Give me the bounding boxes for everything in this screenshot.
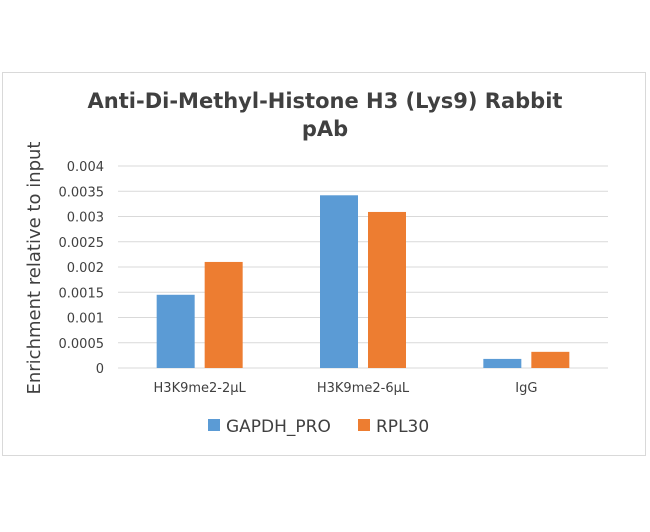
y-tick-label: 0 [96, 362, 104, 377]
bars [156, 195, 570, 368]
y-tick-label: 0.003 [67, 211, 104, 226]
x-tick-label: H3K9me2-6µL [317, 381, 410, 396]
y-tick-label: 0.004 [67, 160, 104, 175]
y-tick-labels: 0 0.0005 0.001 0.0015 0.002 0.0025 0.003 0.0035… [59, 160, 105, 377]
y-tick-label: 0.002 [67, 261, 104, 276]
x-tick-label: IgG [515, 381, 537, 396]
gridlines [118, 165, 608, 369]
legend-swatch [208, 419, 220, 431]
legend-label: GAPDH_PRO [226, 417, 331, 437]
chart-title-line-2: pAb [302, 117, 348, 141]
legend: GAPDH_PRO RPL30 [208, 417, 429, 437]
bar-rpl30-2 [368, 211, 406, 368]
y-tick-label: 0.001 [67, 312, 104, 327]
chart-title-line-1: Anti-Di-Methyl-Histone H3 (Lys9) Rabbit [88, 89, 563, 113]
x-tick-labels: H3K9me2-2µL H3K9me2-6µL IgG [154, 381, 538, 396]
bar-gapdh-pro-2 [320, 195, 358, 368]
y-tick-label: 0.0015 [59, 286, 105, 301]
x-tick-label: H3K9me2-2µL [154, 381, 247, 396]
bar-gapdh-pro-1 [156, 294, 195, 368]
legend-swatch [358, 419, 370, 431]
bar-rpl30-1 [204, 261, 243, 368]
y-tick-label: 0.0005 [59, 337, 105, 352]
legend-label: RPL30 [376, 417, 429, 437]
y-axis-label: Enrichment relative to input [24, 142, 45, 395]
y-tick-label: 0.0035 [59, 185, 105, 200]
y-tick-label: 0.0025 [59, 236, 105, 251]
bar-gapdh-pro-3 [483, 358, 522, 368]
bar-rpl30-3 [531, 351, 570, 368]
